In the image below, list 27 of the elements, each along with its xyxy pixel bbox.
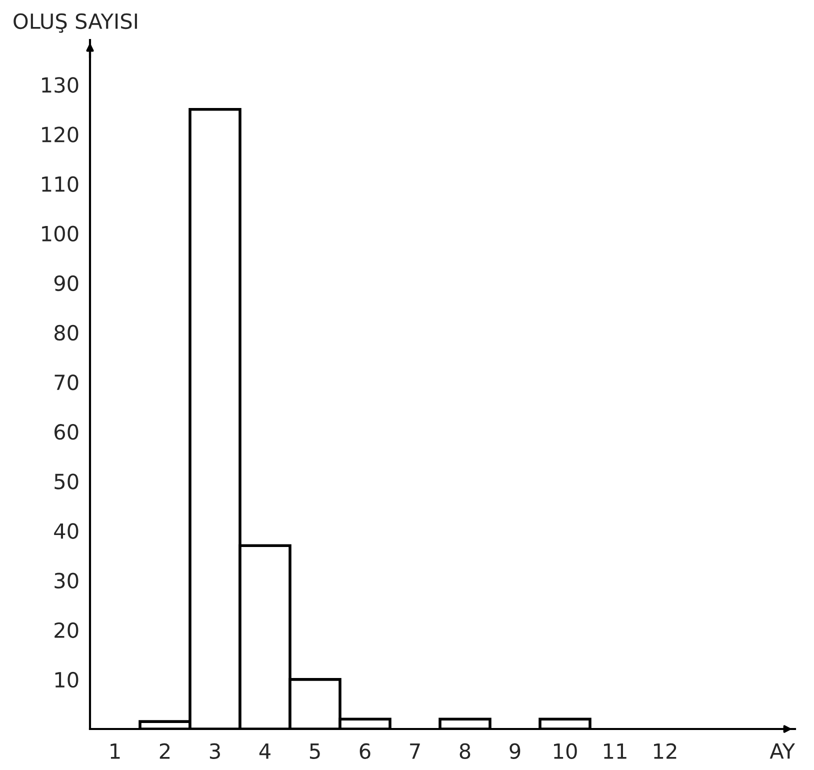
x-tick-label: 8 <box>460 743 470 760</box>
x-axis-title: AY <box>770 743 796 759</box>
x-tick-label: 9 <box>510 743 520 760</box>
y-tick-label: 20 <box>54 622 78 638</box>
x-tick-label: 4 <box>259 744 270 759</box>
x-tick-label: 10 <box>554 743 577 760</box>
x-tick-label: 11 <box>604 744 626 759</box>
x-tick-label: 6 <box>360 743 370 760</box>
y-tick-label: 80 <box>54 324 78 341</box>
y-tick-label: 100 <box>42 226 78 242</box>
y-tick-label: 130 <box>42 77 78 93</box>
x-tick-label: 12 <box>654 743 676 759</box>
x-tick-label: 1 <box>110 744 120 759</box>
y-tick-label: 70 <box>54 374 78 390</box>
x-tick-label: 2 <box>160 743 170 759</box>
y-tick-label: 120 <box>42 126 78 142</box>
y-tick-label: 10 <box>55 672 78 688</box>
y-tick-label: 110 <box>42 176 78 192</box>
x-tick-label: 3 <box>210 743 220 760</box>
x-tick-label: 5 <box>310 744 320 760</box>
y-tick-label: 30 <box>54 572 78 589</box>
y-axis-title: OLUŞ SAYISI <box>14 13 137 33</box>
y-tick-label: 50 <box>54 474 78 490</box>
y-tick-label: 40 <box>54 523 78 539</box>
y-tick-label: 90 <box>54 275 78 292</box>
x-tick-label: 7 <box>410 744 420 759</box>
y-tick-label: 60 <box>54 424 78 440</box>
